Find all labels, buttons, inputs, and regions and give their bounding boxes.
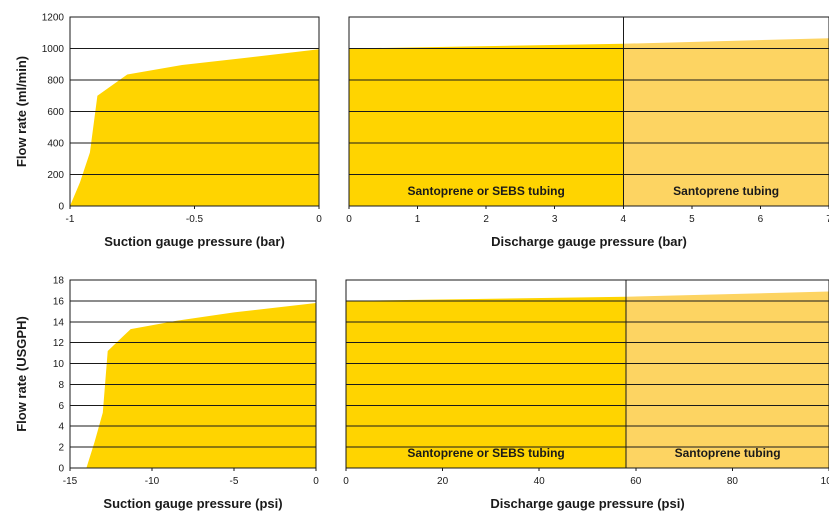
chart-panel-bottom-left: -15 -10 -5 0 0 2 4 6 8 10 12 14 16 18 Suction gauge pr… — [14, 276, 319, 512]
y-tick-label: 1200 — [42, 13, 65, 24]
y-tick-label: 800 — [47, 76, 64, 87]
region-label: Santoprene tubing — [675, 446, 781, 460]
x-tick-label: 1 — [415, 214, 421, 225]
x-tick-label: -5 — [230, 476, 239, 487]
x-tick-label: 6 — [758, 214, 764, 225]
plot-frame — [348, 16, 829, 207]
chart-panel-top-left: -1 -0.5 0 0 200 400 600 800 1000 1200 Suction gaug… — [14, 13, 322, 250]
area-region-2 — [626, 291, 829, 468]
y-tick-label: 12 — [53, 338, 65, 349]
y-tick-label: 14 — [53, 317, 65, 328]
chart-panel-top-right: Santoprene or SEBS tubing Santoprene tubi… — [346, 16, 829, 249]
area-region-1 — [349, 43, 624, 207]
x-tick-label: 5 — [689, 214, 695, 225]
x-tick-label: 0 — [346, 214, 352, 225]
y-tick-label: 18 — [53, 276, 65, 287]
x-tick-label: -1 — [66, 214, 75, 225]
y-tick-label: 200 — [47, 170, 64, 181]
x-tick-label: -0.5 — [186, 214, 204, 225]
x-axis-label: Discharge gauge pressure (psi) — [490, 496, 684, 511]
y-tick-label: 8 — [58, 380, 64, 391]
area-series — [70, 49, 319, 206]
y-tick-label: 0 — [58, 202, 64, 213]
x-tick-label: 0 — [316, 214, 322, 225]
x-tick-label: 20 — [437, 476, 449, 487]
x-tick-label: 0 — [343, 476, 349, 487]
y-tick-label: 16 — [53, 296, 65, 307]
x-tick-label: 60 — [630, 476, 642, 487]
y-axis-label: Flow rate (ml/min) — [14, 56, 29, 167]
region-label: Santoprene or SEBS tubing — [407, 184, 564, 198]
region-label: Santoprene or SEBS tubing — [407, 446, 564, 460]
y-tick-label: 600 — [47, 107, 64, 118]
area-series — [86, 302, 317, 468]
x-tick-label: 3 — [552, 214, 558, 225]
x-tick-label: 4 — [621, 214, 627, 225]
y-tick-label: 2 — [58, 443, 64, 454]
x-axis-label: Suction gauge pressure (psi) — [103, 496, 282, 511]
y-tick-label: 1000 — [42, 44, 65, 55]
y-tick-label: 6 — [58, 401, 64, 412]
chart-panel-bottom-right: Santoprene or SEBS tubing Santoprene tubi… — [343, 279, 829, 511]
x-tick-label: -10 — [145, 476, 160, 487]
x-tick-label: 40 — [534, 476, 546, 487]
x-tick-label: 80 — [727, 476, 739, 487]
x-tick-label: 100 — [821, 476, 829, 487]
region-label: Santoprene tubing — [673, 184, 779, 198]
area-region-2 — [623, 38, 829, 207]
plot-frame — [69, 279, 317, 469]
x-tick-label: -15 — [63, 476, 78, 487]
x-tick-label: 2 — [483, 214, 489, 225]
y-tick-label: 0 — [58, 464, 64, 475]
y-axis-label: Flow rate (USGPH) — [14, 316, 29, 432]
x-axis-label: Discharge gauge pressure (bar) — [491, 234, 687, 249]
x-axis-label: Suction gauge pressure (bar) — [104, 234, 285, 249]
x-tick-label: 7 — [826, 214, 829, 225]
y-tick-label: 400 — [47, 139, 64, 150]
x-tick-label: 0 — [313, 476, 319, 487]
area-region-1 — [346, 296, 627, 468]
plot-frame — [345, 279, 829, 469]
y-tick-label: 10 — [53, 359, 65, 370]
y-tick-label: 4 — [58, 422, 64, 433]
